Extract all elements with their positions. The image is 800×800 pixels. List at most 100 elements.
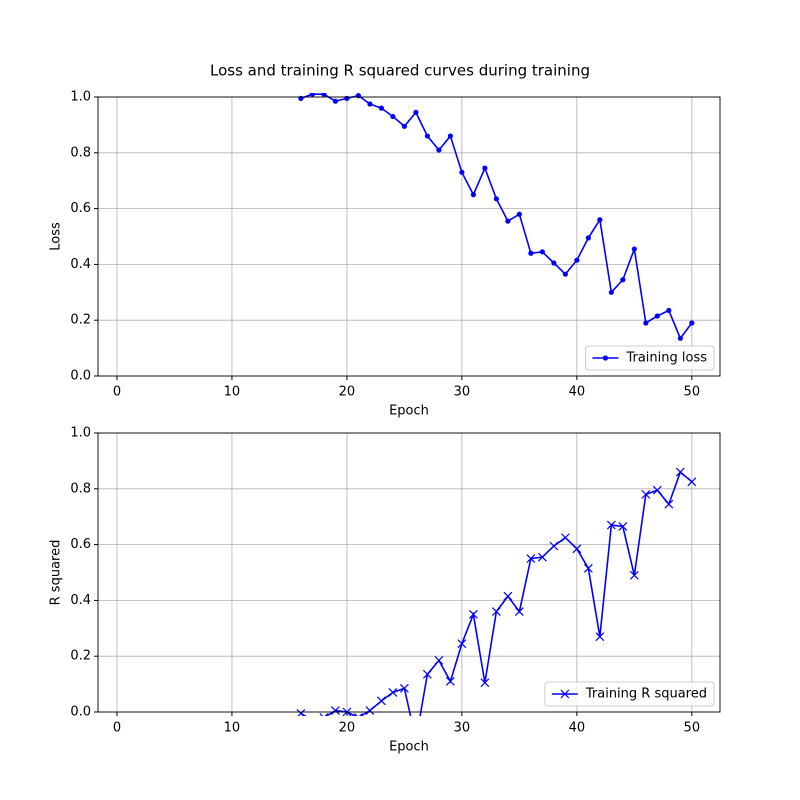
marker — [585, 235, 591, 241]
y-tick-label: 0.6 — [70, 201, 91, 216]
marker — [528, 250, 534, 256]
x-tick-label: 40 — [569, 385, 586, 400]
y-tick-label: 0.2 — [70, 313, 91, 328]
marker — [422, 669, 432, 679]
marker — [388, 688, 398, 697]
marker — [551, 260, 557, 266]
marker — [606, 520, 616, 530]
x-tick-label: 0 — [113, 385, 121, 400]
y-axis-label: R squared — [49, 540, 64, 606]
x-tick-label: 10 — [224, 721, 241, 736]
marker — [505, 218, 511, 224]
marker — [390, 113, 396, 120]
marker — [482, 165, 488, 171]
legend-box — [584, 345, 715, 371]
marker — [560, 689, 570, 699]
axes-frame — [97, 432, 721, 713]
marker — [445, 676, 455, 686]
marker — [631, 246, 637, 252]
marker — [353, 713, 363, 716]
marker — [675, 467, 685, 477]
marker — [321, 93, 327, 97]
marker — [572, 544, 582, 554]
y-tick-label: 1.0 — [70, 90, 91, 105]
marker — [413, 109, 419, 115]
y-tick-label: 0.8 — [70, 145, 91, 160]
marker — [595, 632, 605, 642]
x-axis-label: Epoch — [389, 740, 429, 755]
marker — [491, 607, 501, 616]
marker — [378, 105, 385, 111]
marker — [365, 706, 375, 716]
marker — [459, 169, 465, 175]
y-tick-label: 0.4 — [70, 257, 91, 272]
marker — [620, 277, 626, 283]
x-tick-label: 40 — [569, 721, 586, 736]
y-tick-label: 0.4 — [70, 593, 91, 608]
marker — [470, 192, 476, 198]
marker — [434, 655, 444, 665]
marker — [309, 93, 316, 97]
marker — [537, 552, 547, 562]
marker — [367, 101, 373, 107]
marker — [493, 196, 499, 202]
axes: 0.0 0.2 0.4 0.6 0.8 1.0 0 10 20 30 40 50 Epoch R squa… — [49, 426, 721, 755]
marker — [539, 249, 545, 255]
marker — [664, 499, 674, 509]
marker — [583, 563, 593, 573]
x-tick-label: 0 — [113, 721, 121, 736]
marker — [643, 320, 649, 326]
marker — [608, 289, 614, 295]
marker — [654, 313, 660, 319]
figure-title: Loss and training R squared curves durin… — [210, 62, 590, 80]
y-tick-label: 0.8 — [70, 481, 91, 496]
marker — [574, 257, 580, 263]
marker — [652, 485, 662, 495]
marker — [677, 335, 683, 341]
x-tick-label: 50 — [684, 721, 701, 736]
marker — [602, 355, 609, 361]
plot-area — [298, 93, 695, 341]
legend: Training loss — [584, 345, 715, 371]
marker — [516, 211, 522, 217]
marker — [308, 715, 317, 716]
x-axis-label: Epoch — [389, 404, 429, 419]
marker — [401, 123, 408, 129]
marker — [480, 678, 490, 688]
axes-frame — [97, 96, 721, 377]
marker — [399, 683, 409, 693]
marker — [549, 541, 559, 551]
marker — [689, 320, 695, 326]
marker — [296, 708, 306, 716]
marker — [503, 591, 513, 601]
y-tick-label: 0.0 — [70, 705, 91, 720]
marker — [618, 522, 628, 531]
marker — [629, 570, 639, 580]
y-tick-label: 0.6 — [70, 537, 91, 552]
legend-label: Training R squared — [585, 687, 707, 702]
y-axis-label: Loss — [49, 222, 64, 251]
marker — [436, 147, 442, 153]
marker — [330, 706, 340, 716]
legend-label: Training loss — [625, 351, 707, 366]
x-tick-label: 20 — [339, 385, 356, 400]
plot-area — [296, 467, 697, 716]
marker — [424, 133, 430, 139]
marker — [597, 217, 603, 223]
marker — [687, 477, 697, 487]
marker — [514, 607, 524, 616]
marker — [376, 696, 386, 706]
y-tick-label: 1.0 — [70, 426, 91, 441]
x-tick-label: 20 — [339, 721, 356, 736]
series-line — [300, 93, 693, 340]
legend-box — [544, 681, 715, 707]
marker — [457, 639, 467, 649]
y-tick-label: 0.0 — [70, 369, 91, 384]
axes: 0.0 0.2 0.4 0.6 0.8 1.0 0 10 20 30 40 50 Epoch Loss Tr… — [49, 90, 721, 419]
x-tick-label: 30 — [454, 385, 471, 400]
marker — [641, 489, 651, 499]
marker — [447, 133, 453, 139]
y-tick-label: 0.2 — [70, 649, 91, 664]
marker — [526, 554, 536, 563]
